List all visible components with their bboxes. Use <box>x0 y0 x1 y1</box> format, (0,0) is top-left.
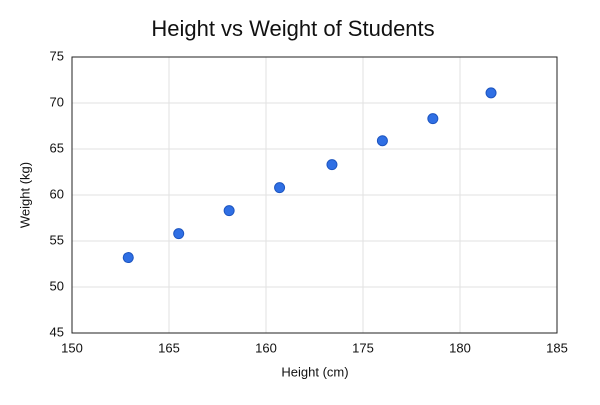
x-tick-label: 160 <box>255 340 277 355</box>
x-tick-label: 175 <box>352 340 374 355</box>
y-tick-label: 50 <box>50 278 64 293</box>
y-tick-label: 65 <box>50 140 64 155</box>
point <box>173 228 185 240</box>
point <box>223 205 235 217</box>
x-tick-label: 150 <box>61 340 83 355</box>
point <box>427 113 439 125</box>
point <box>326 159 338 171</box>
y-tick-label: 75 <box>50 48 64 63</box>
y-tick-label: 55 <box>50 232 64 247</box>
x-tick-label: 165 <box>158 340 180 355</box>
x-axis-label: Height (cm) <box>281 364 348 379</box>
x-tick-label: 185 <box>546 340 568 355</box>
y-axis-label: Weight (kg) <box>17 162 32 228</box>
point <box>376 135 388 147</box>
chart-title: Height vs Weight of Students <box>151 16 434 41</box>
x-tick-label: 180 <box>449 340 471 355</box>
point <box>274 182 286 194</box>
point <box>122 252 134 264</box>
y-tick-label: 60 <box>50 186 64 201</box>
plot-frame <box>71 56 558 334</box>
y-tick-label: 45 <box>50 324 64 339</box>
point <box>485 87 497 99</box>
y-tick-label: 70 <box>50 94 64 109</box>
